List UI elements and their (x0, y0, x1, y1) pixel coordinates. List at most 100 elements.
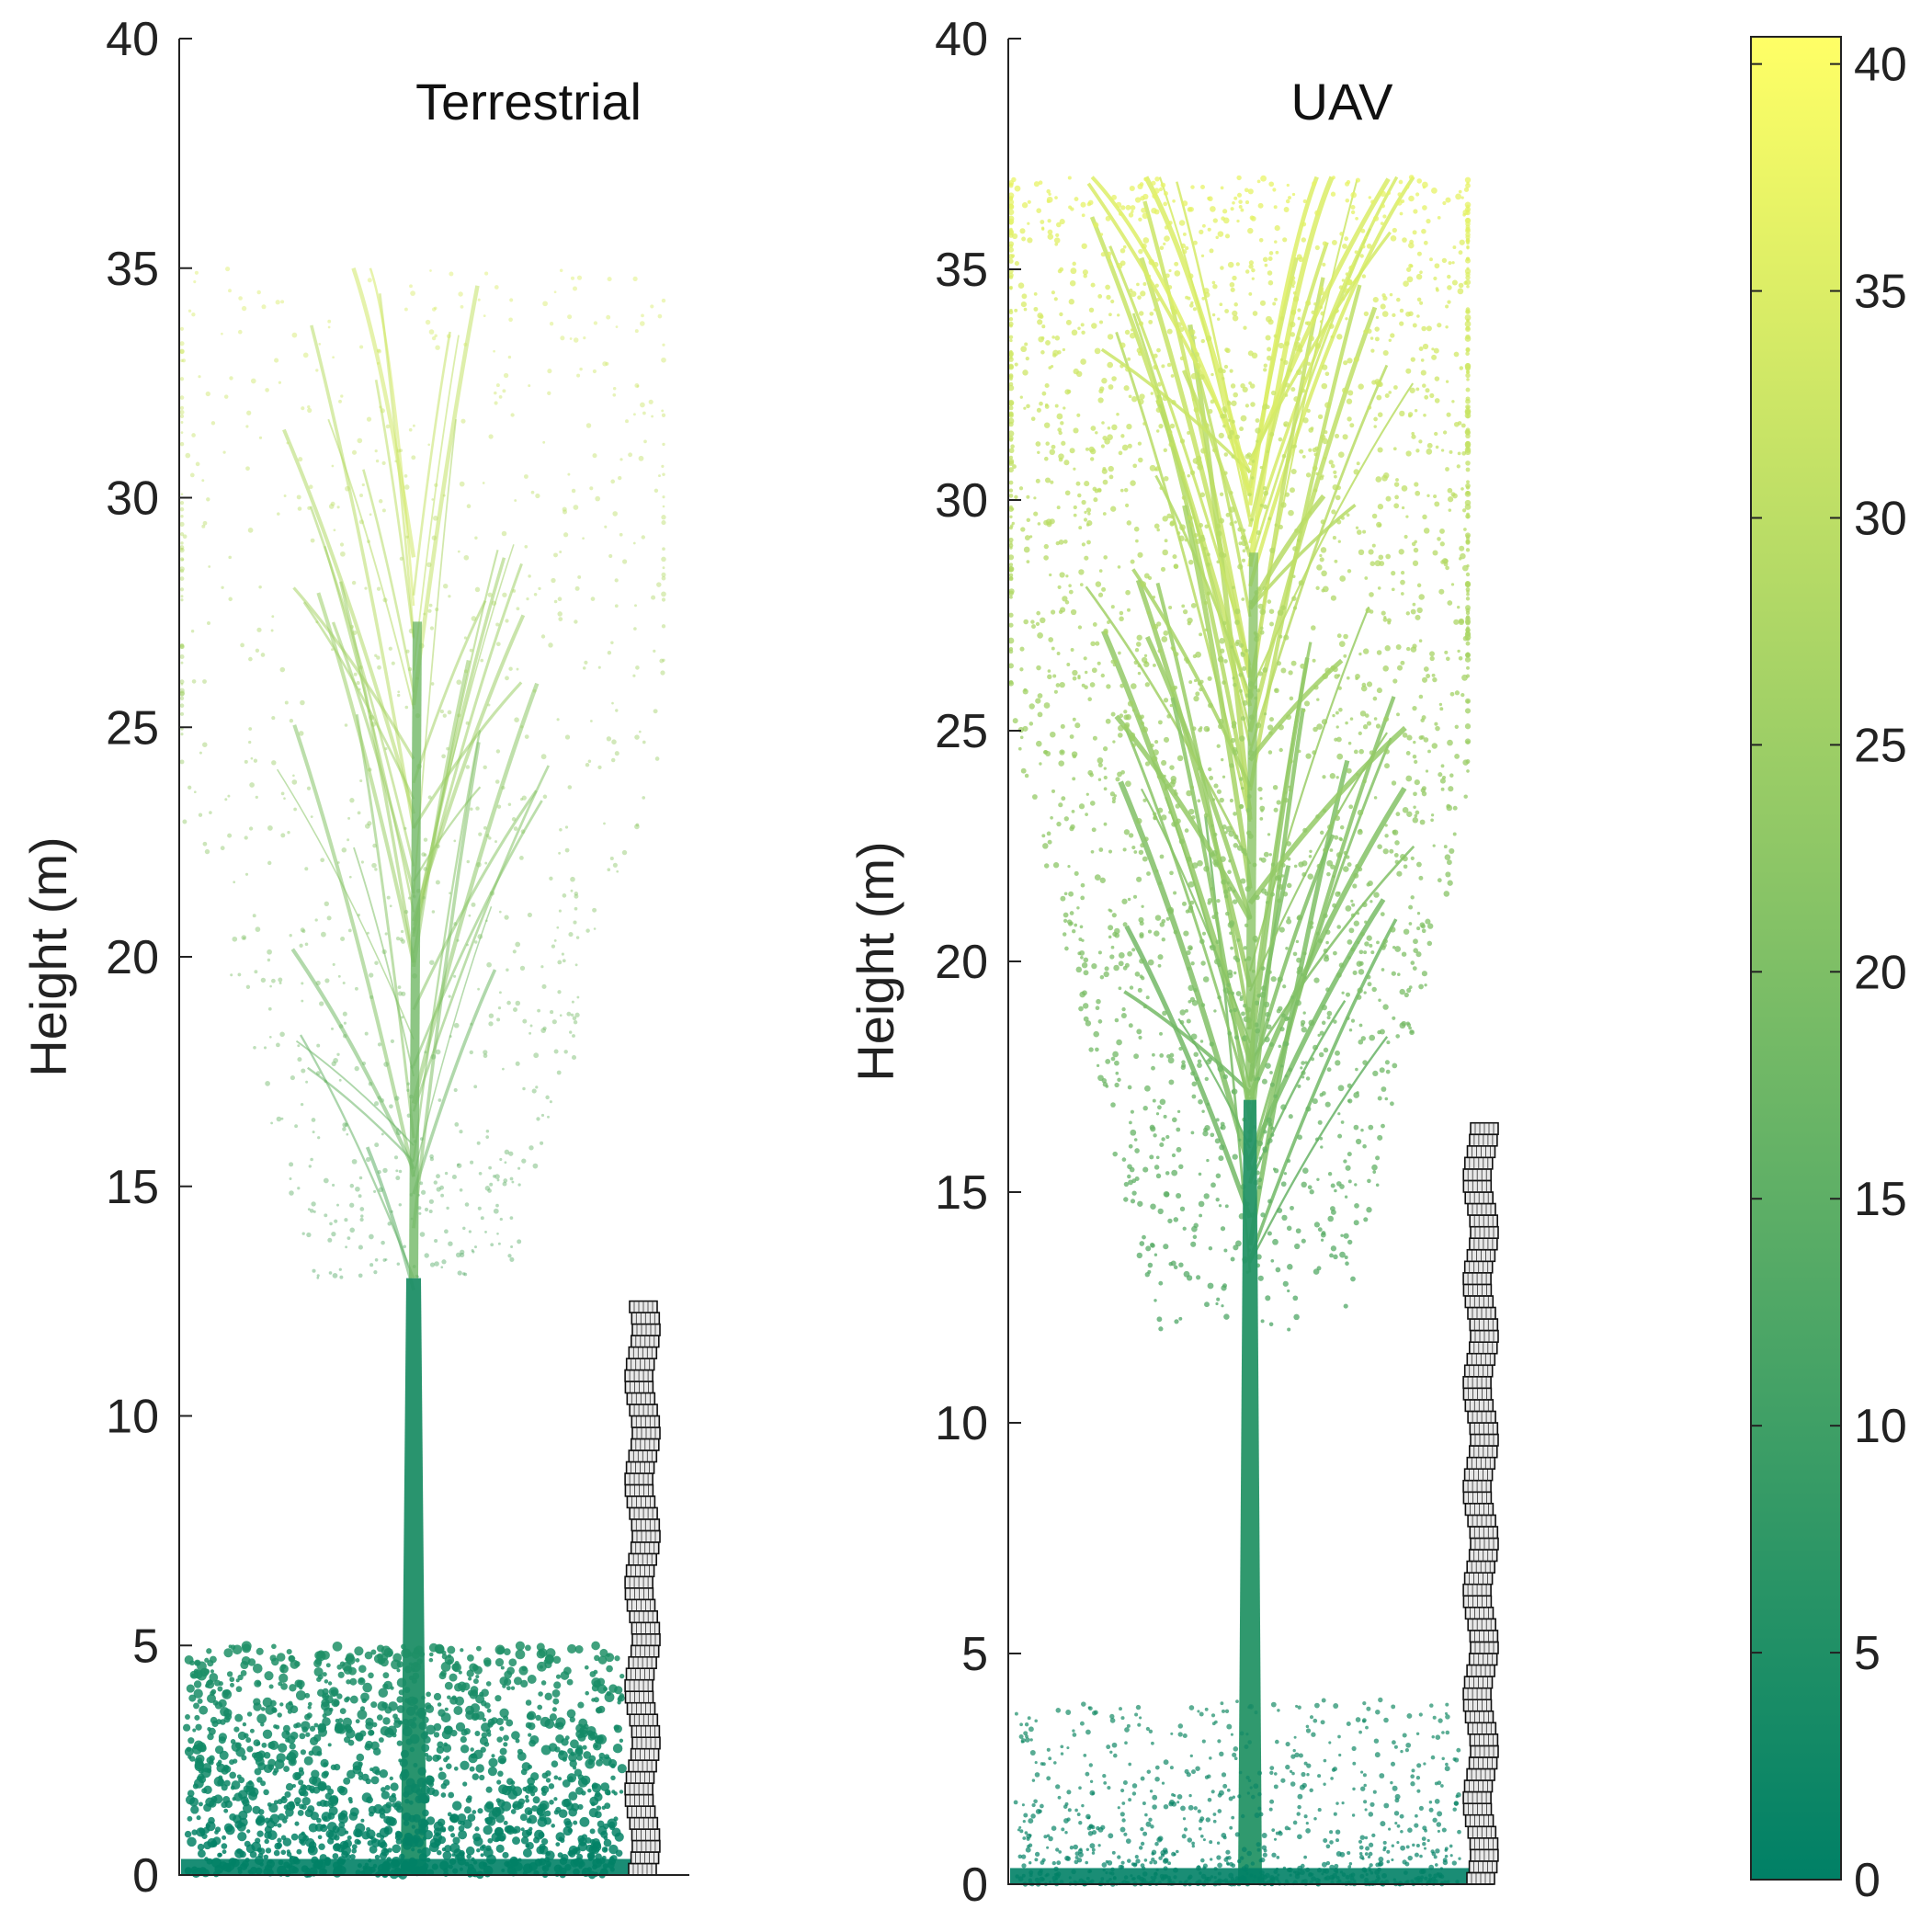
point (583, 335, 586, 340)
point (1447, 859, 1452, 866)
point (1422, 514, 1427, 520)
understory-point (273, 1849, 280, 1857)
understory-point (593, 1669, 598, 1675)
understory-point (453, 1766, 459, 1771)
point (1416, 912, 1421, 915)
point (1069, 911, 1074, 915)
point (1213, 783, 1219, 789)
point (1073, 513, 1077, 517)
point (1154, 1299, 1157, 1302)
point (1159, 486, 1164, 490)
understory-point (610, 1775, 616, 1781)
understory-point (504, 1825, 512, 1834)
point (1267, 256, 1273, 261)
point (1191, 1081, 1198, 1087)
point (1154, 176, 1160, 182)
point (1369, 561, 1376, 567)
point (1361, 244, 1366, 249)
point (1297, 749, 1301, 754)
point (307, 407, 313, 414)
point (1054, 403, 1059, 408)
point (553, 1049, 559, 1054)
understory-point (549, 1713, 557, 1722)
point (575, 936, 580, 939)
point (1406, 811, 1413, 817)
point (1240, 208, 1244, 212)
point (291, 332, 298, 338)
point (608, 553, 613, 559)
understory-point (401, 1648, 411, 1659)
understory-point (469, 1766, 475, 1772)
understory-point (384, 1784, 391, 1790)
understory-point (608, 1758, 618, 1768)
point (1118, 960, 1124, 967)
understory-point (617, 1764, 627, 1774)
point (1043, 543, 1049, 550)
point (1079, 925, 1084, 929)
point (1119, 616, 1124, 622)
point (1095, 1047, 1099, 1052)
understory-point (368, 1672, 374, 1679)
point (1120, 434, 1125, 438)
point (560, 335, 565, 341)
point (574, 963, 578, 967)
point (1199, 679, 1204, 684)
point (1229, 369, 1233, 373)
point (1266, 355, 1272, 361)
point (453, 1087, 458, 1093)
point (1201, 223, 1206, 228)
branch (295, 1040, 415, 1146)
understory-point (486, 1816, 496, 1826)
point (1320, 434, 1326, 440)
point (1464, 314, 1472, 321)
point (1377, 1029, 1381, 1035)
understory-point (574, 1747, 584, 1756)
point (394, 1096, 400, 1101)
point (1369, 609, 1374, 614)
point (1292, 290, 1297, 295)
branch (1248, 503, 1357, 610)
point (1208, 408, 1213, 415)
point (397, 985, 402, 990)
point (1168, 268, 1172, 273)
point (310, 1157, 313, 1162)
point (1085, 447, 1089, 451)
point (1405, 611, 1410, 616)
point (1010, 444, 1015, 449)
point (348, 875, 352, 879)
understory-point (524, 1644, 531, 1652)
point (1147, 1262, 1154, 1268)
point (1176, 755, 1184, 762)
understory-point (285, 1807, 294, 1817)
point (1119, 248, 1126, 254)
point (1193, 335, 1197, 340)
point (420, 1189, 426, 1195)
understory-point (589, 1796, 599, 1806)
understory-point (365, 1778, 371, 1785)
point (1380, 190, 1386, 198)
point (439, 1185, 445, 1190)
point (179, 566, 185, 572)
understory-point (260, 1707, 266, 1711)
understory-point (332, 1641, 343, 1652)
understory-point (262, 1697, 273, 1708)
point (1321, 570, 1327, 577)
point (256, 627, 262, 632)
understory-point (563, 1666, 572, 1676)
point (1081, 213, 1085, 218)
point (1210, 399, 1215, 404)
point (1356, 1091, 1359, 1095)
understory-point (617, 1697, 622, 1702)
point (1370, 199, 1375, 204)
point (267, 1006, 272, 1011)
point (1326, 1067, 1332, 1073)
point (480, 658, 484, 663)
point (1375, 1155, 1381, 1161)
point (1222, 424, 1226, 428)
point (572, 286, 578, 291)
point (429, 1154, 434, 1159)
point (1284, 492, 1290, 497)
point (1053, 237, 1061, 244)
point (1008, 183, 1014, 188)
point (1393, 852, 1399, 858)
